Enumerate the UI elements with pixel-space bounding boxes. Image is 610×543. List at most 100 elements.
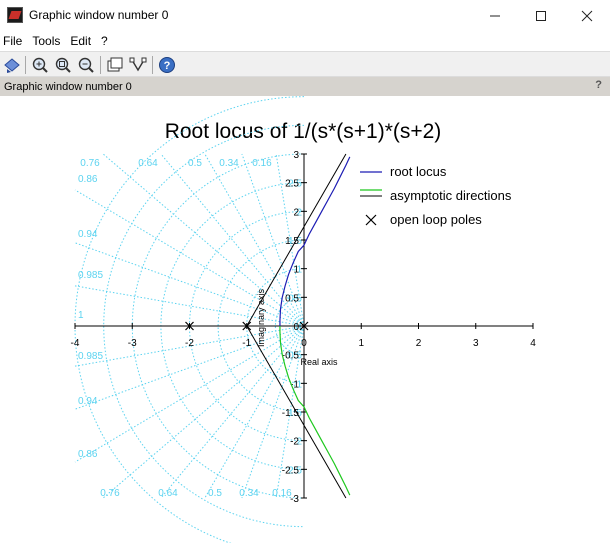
- title-bar: Graphic window number 0: [0, 0, 610, 31]
- y-tick-label: 0: [293, 322, 299, 333]
- editor-button[interactable]: [128, 55, 147, 74]
- pole-cross-stroke: [299, 321, 309, 331]
- grid-damping-label: 0.34: [219, 158, 239, 169]
- menu-help[interactable]: ?: [101, 34, 108, 48]
- x-tick-label: -1: [242, 338, 251, 349]
- grid-wn-label: 2: [296, 437, 302, 448]
- legend: root locus asymptotic directions open loop…: [360, 164, 512, 227]
- grid-damping-ray: [74, 285, 305, 327]
- zoom-in-icon: [32, 57, 48, 73]
- grid-wn-label: 2: [296, 207, 302, 218]
- minimize-button[interactable]: [472, 0, 518, 31]
- close-icon: [581, 10, 593, 21]
- open-loop-pole: [299, 321, 309, 331]
- grid-wn-label: 2.5: [288, 465, 302, 476]
- zoom-out-button[interactable]: [76, 55, 95, 74]
- grid-wn-label: 1: [296, 379, 302, 390]
- pole-cross-stroke: [185, 321, 194, 331]
- pole-cross-stroke: [242, 321, 252, 331]
- y-tick-label: -2: [290, 437, 299, 448]
- scilab-app-icon: [7, 7, 23, 23]
- y-tick-label: 2.5: [285, 179, 299, 190]
- series: [75, 153, 351, 499]
- minimize-icon: [490, 15, 500, 16]
- y-tick-label: -1.5: [282, 408, 300, 419]
- menu-tools[interactable]: Tools: [32, 34, 61, 48]
- grid-wn-label: 0.5: [288, 351, 302, 362]
- grid-damping-label: 0.94: [78, 396, 98, 407]
- datatip-button[interactable]: [105, 55, 124, 74]
- grid-damping-ray: [204, 153, 305, 327]
- grid-damping-label: 0.64: [138, 158, 158, 169]
- grid-damping-label: 0.86: [78, 449, 98, 460]
- help-button[interactable]: ?: [157, 55, 176, 74]
- y-tick-label: -2.5: [282, 465, 300, 476]
- grid-damping-label: 0.16: [252, 158, 272, 169]
- legend-entry: asymptotic directions: [390, 188, 512, 203]
- grid-damping-label: 0.16: [272, 488, 292, 499]
- damping-grid: 0.76 0.64 0.5 0.34 0.16 0.76 0.64 0.5 0.34 0.16 0.…: [74, 96, 305, 543]
- maximize-icon: [536, 10, 546, 21]
- zoom-fit-icon: [55, 57, 71, 73]
- grid-damping-label: 0.64: [158, 488, 178, 499]
- grid-wn-label: 1: [296, 265, 302, 276]
- svg-text:?: ?: [163, 60, 170, 72]
- editor-icon: [129, 57, 146, 71]
- grid-damping-label: 0.985: [78, 270, 103, 281]
- grid-wn-label: 0.5: [288, 293, 302, 304]
- y-tick-label: -1: [290, 379, 299, 390]
- maximize-button[interactable]: [518, 0, 564, 31]
- menu-file[interactable]: File: [3, 34, 23, 48]
- grid-damping-label: 0.94: [78, 229, 98, 240]
- zoom-out-icon: [78, 57, 94, 73]
- help-icon: ?: [158, 56, 175, 73]
- grid-damping-label: 1: [78, 310, 84, 321]
- grid-damping-ray: [74, 242, 305, 327]
- zoom-fit-button[interactable]: [53, 55, 72, 74]
- legend-pole-marker: [365, 214, 377, 226]
- grid-damping-ray: [74, 325, 305, 367]
- y-tick-label: 1.5: [285, 236, 299, 247]
- menu-edit[interactable]: Edit: [70, 34, 92, 48]
- open-loop-pole: [242, 321, 252, 331]
- y-tick-label: 0.5: [285, 293, 299, 304]
- grid-damping-ray: [102, 153, 305, 327]
- figure-label: Graphic window number 0: [4, 80, 132, 93]
- grid-damping-ray: [74, 325, 305, 463]
- x-tick-label: 3: [473, 338, 479, 349]
- y-axis-label: Imaginary axis: [256, 288, 266, 347]
- root-locus-branch-upper: [279, 156, 351, 326]
- y-tick-label: 2: [293, 207, 299, 218]
- grid-damping-label: 0.76: [80, 158, 100, 169]
- grid-damping-label: 0.86: [78, 174, 98, 185]
- plot-canvas[interactable]: Root locus of 1/(s*(s+1)*(s+2) 0.76 0.64 0…: [0, 96, 610, 543]
- grid-damping-ray: [74, 325, 305, 410]
- grid-wn-arc: [217, 239, 305, 413]
- grid-damping-ray: [275, 153, 305, 327]
- x-tick-label: 1: [358, 338, 364, 349]
- grid-damping-ray: [241, 153, 305, 327]
- datatip-icon: [107, 57, 122, 71]
- y-tick-label: 1: [293, 265, 299, 276]
- figure-info-bar: Graphic window number 0 ?: [0, 77, 610, 96]
- grid-damping-ray: [241, 325, 305, 499]
- grid-damping-ray: [74, 189, 305, 327]
- zoom-in-button[interactable]: [30, 55, 49, 74]
- y-tick-label: -0.5: [282, 351, 300, 362]
- grid-damping-label: 0.985: [78, 351, 103, 362]
- infobar-help-icon[interactable]: ?: [595, 79, 602, 91]
- rotate-button[interactable]: [2, 55, 21, 74]
- root-locus-plot[interactable]: Root locus of 1/(s*(s+1)*(s+2) 0.76 0.64 0…: [0, 96, 610, 543]
- x-tick-label: 4: [530, 338, 536, 349]
- close-button[interactable]: [564, 0, 610, 31]
- grid-wn-arc: [274, 296, 305, 356]
- axes: -4 -3 -2 -1 0 1 2 3 432.521.510.50-0.5-1-1.5-2-2…: [71, 150, 537, 505]
- toolbar: ?: [0, 51, 610, 77]
- open-loop-pole: [185, 321, 194, 331]
- grid-wn-arc: [246, 268, 305, 384]
- grid-damping-label: 0.5: [208, 488, 222, 499]
- x-tick-label: -3: [128, 338, 137, 349]
- window-title: Graphic window number 0: [29, 8, 169, 22]
- grid-damping-ray: [160, 153, 305, 327]
- grid-damping-label: 0.76: [100, 488, 120, 499]
